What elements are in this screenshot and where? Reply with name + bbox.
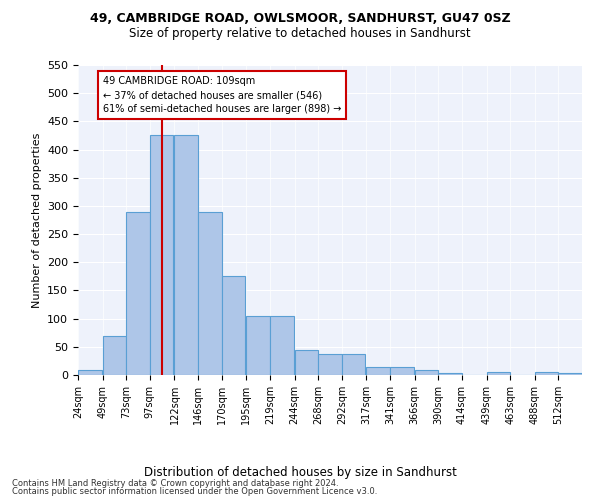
Bar [78, 370, 101, 375]
Text: 49 CAMBRIDGE ROAD: 109sqm
← 37% of detached houses are smaller (546)
61% of semi: 49 CAMBRIDGE ROAD: 109sqm ← 37% of detac… [103, 76, 341, 114]
Bar [247, 316, 270, 375]
Y-axis label: Number of detached properties: Number of detached properties [32, 132, 41, 308]
Bar [535, 372, 559, 375]
Text: 49, CAMBRIDGE ROAD, OWLSMOOR, SANDHURST, GU47 0SZ: 49, CAMBRIDGE ROAD, OWLSMOOR, SANDHURST,… [89, 12, 511, 26]
Text: Contains HM Land Registry data © Crown copyright and database right 2024.: Contains HM Land Registry data © Crown c… [12, 478, 338, 488]
Bar [270, 316, 293, 375]
Bar [487, 372, 510, 375]
Text: Contains public sector information licensed under the Open Government Licence v3: Contains public sector information licen… [12, 487, 377, 496]
Bar [295, 350, 318, 375]
Bar [367, 366, 390, 375]
Bar [318, 354, 342, 375]
Bar [126, 212, 150, 375]
Bar [222, 276, 245, 375]
Bar [198, 212, 222, 375]
Bar [103, 336, 126, 375]
Bar [415, 370, 438, 375]
Bar [438, 374, 462, 375]
Bar [342, 354, 365, 375]
Bar [559, 374, 582, 375]
Bar [150, 136, 173, 375]
Text: Size of property relative to detached houses in Sandhurst: Size of property relative to detached ho… [129, 28, 471, 40]
Text: Distribution of detached houses by size in Sandhurst: Distribution of detached houses by size … [143, 466, 457, 479]
Bar [175, 136, 198, 375]
Bar [390, 366, 413, 375]
